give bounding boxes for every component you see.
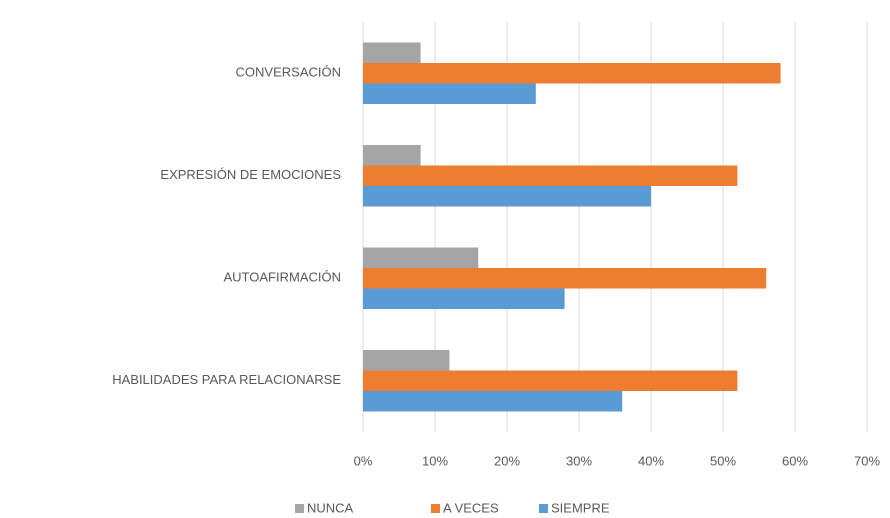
bar xyxy=(363,268,767,289)
bar xyxy=(363,145,421,166)
x-tick-label: 30% xyxy=(566,453,592,468)
legend-label: SIEMPRE xyxy=(551,500,610,515)
bar xyxy=(363,391,623,412)
bar xyxy=(363,288,565,309)
bar xyxy=(363,186,651,207)
bar xyxy=(363,42,421,63)
bar xyxy=(363,247,479,268)
x-tick-label: 50% xyxy=(710,453,736,468)
legend-swatch xyxy=(295,504,304,513)
bar xyxy=(363,350,450,371)
x-tick-label: 10% xyxy=(422,453,448,468)
bar xyxy=(363,165,738,186)
x-tick-label: 70% xyxy=(854,453,880,468)
x-tick-label: 20% xyxy=(494,453,520,468)
bar xyxy=(363,63,781,84)
y-tick-label: EXPRESIÓN DE EMOCIONES xyxy=(160,167,341,182)
y-tick-label: AUTOAFIRMACIÓN xyxy=(224,270,342,285)
x-tick-label: 40% xyxy=(638,453,664,468)
legend-label: A VECES xyxy=(443,500,499,515)
x-tick-label: 0% xyxy=(354,453,373,468)
y-tick-label: CONVERSACIÓN xyxy=(236,65,341,80)
legend-label: NUNCA xyxy=(307,500,354,515)
bar xyxy=(363,370,738,391)
legend-swatch xyxy=(539,504,548,513)
bar xyxy=(363,83,536,104)
y-tick-label: HABILIDADES PARA RELACIONARSE xyxy=(112,372,341,387)
x-tick-label: 60% xyxy=(782,453,808,468)
legend-swatch xyxy=(431,504,440,513)
